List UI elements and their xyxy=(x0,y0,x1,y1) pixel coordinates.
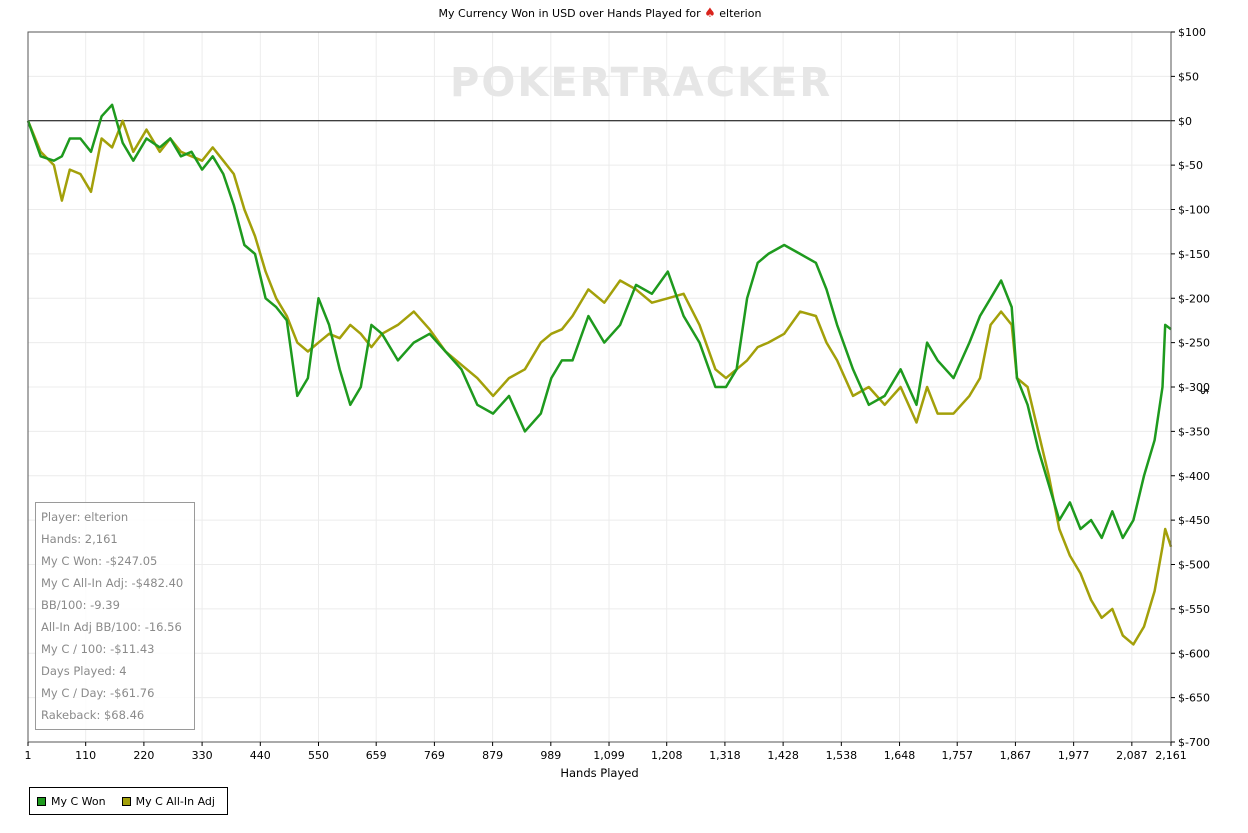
x-tick-label: 220 xyxy=(133,749,154,762)
x-tick-label: 330 xyxy=(192,749,213,762)
stat-line: Days Played: 4 xyxy=(41,664,127,678)
legend-item-my-c-all-in-adj: My C All-In Adj xyxy=(121,794,215,808)
stat-line: Rakeback: $68.46 xyxy=(41,708,145,722)
chart-title: My Currency Won in USD over Hands Played… xyxy=(0,6,1200,21)
x-tick-label: 2,161 xyxy=(1155,749,1187,762)
y-tick-label: $0 xyxy=(1178,115,1192,128)
y-tick-label: $-150 xyxy=(1178,248,1210,261)
stat-line: All-In Adj BB/100: -16.56 xyxy=(41,620,182,634)
y-tick-label: $-550 xyxy=(1178,603,1210,616)
stat-line: My C / 100: -$11.43 xyxy=(41,642,155,656)
watermark-text: POKERTRACKER xyxy=(450,60,832,106)
chart-title-player: elterion xyxy=(719,7,762,20)
y-tick-label: $-350 xyxy=(1178,425,1210,438)
y-tick-label: $-300 xyxy=(1178,381,1210,394)
x-tick-label: 879 xyxy=(482,749,503,762)
y-tick-label: $-200 xyxy=(1178,292,1210,305)
x-tick-label: 989 xyxy=(540,749,561,762)
legend: My C Won My C All-In Adj xyxy=(29,787,228,815)
legend-swatch-my-c-all-in-adj xyxy=(121,796,131,806)
x-tick-label: 1,648 xyxy=(884,749,916,762)
y-tick-label: $-50 xyxy=(1178,159,1203,172)
chart-title-text: My Currency Won in USD over Hands Played… xyxy=(438,7,701,20)
y-tick-label: $50 xyxy=(1178,70,1199,83)
x-tick-label: 1,208 xyxy=(651,749,683,762)
stat-line: My C Won: -$247.05 xyxy=(41,554,158,568)
x-tick-label: 1 xyxy=(25,749,32,762)
spade-icon: ♠ xyxy=(704,6,716,21)
y-axis-label: $ xyxy=(1198,388,1211,395)
x-tick-label: 440 xyxy=(250,749,271,762)
x-tick-label: 659 xyxy=(366,749,387,762)
x-tick-label: 1,428 xyxy=(767,749,799,762)
legend-label-my-c-all-in-adj: My C All-In Adj xyxy=(135,794,215,808)
y-tick-label: $100 xyxy=(1178,26,1206,39)
y-tick-label: $-100 xyxy=(1178,204,1210,217)
y-tick-label: $-700 xyxy=(1178,736,1210,749)
x-tick-label: 1,538 xyxy=(826,749,858,762)
x-tick-label: 1,867 xyxy=(1000,749,1032,762)
x-tick-label: 1,977 xyxy=(1058,749,1090,762)
x-axis-label: Hands Played xyxy=(560,766,639,780)
x-tick-label: 1,099 xyxy=(593,749,625,762)
y-tick-label: $-450 xyxy=(1178,514,1210,527)
stat-line: My C / Day: -$61.76 xyxy=(41,686,155,700)
y-tick-label: $-500 xyxy=(1178,559,1210,572)
stat-line: Player: elterion xyxy=(41,510,129,524)
x-tick-label: 110 xyxy=(75,749,96,762)
stat-line: Hands: 2,161 xyxy=(41,532,118,546)
series-line-my-c-won xyxy=(26,103,1172,540)
stat-line: BB/100: -9.39 xyxy=(41,598,120,612)
stat-line: My C All-In Adj: -$482.40 xyxy=(41,576,184,590)
x-tick-label: 1,318 xyxy=(709,749,741,762)
y-tick-label: $-600 xyxy=(1178,647,1210,660)
x-tick-label: 2,087 xyxy=(1116,749,1148,762)
y-tick-label: $-400 xyxy=(1178,470,1210,483)
x-tick-label: 1,757 xyxy=(941,749,973,762)
stats-box: Player: elterion Hands: 2,161 My C Won: -$… xyxy=(35,502,195,730)
y-tick-label: $-250 xyxy=(1178,337,1210,350)
legend-label-my-c-won: My C Won xyxy=(51,794,106,808)
y-tick-label: $-650 xyxy=(1178,692,1210,705)
x-tick-label: 769 xyxy=(424,749,445,762)
legend-item-my-c-won: My C Won xyxy=(37,795,106,808)
legend-swatch-my-c-won xyxy=(37,796,46,806)
x-tick-label: 550 xyxy=(308,749,329,762)
